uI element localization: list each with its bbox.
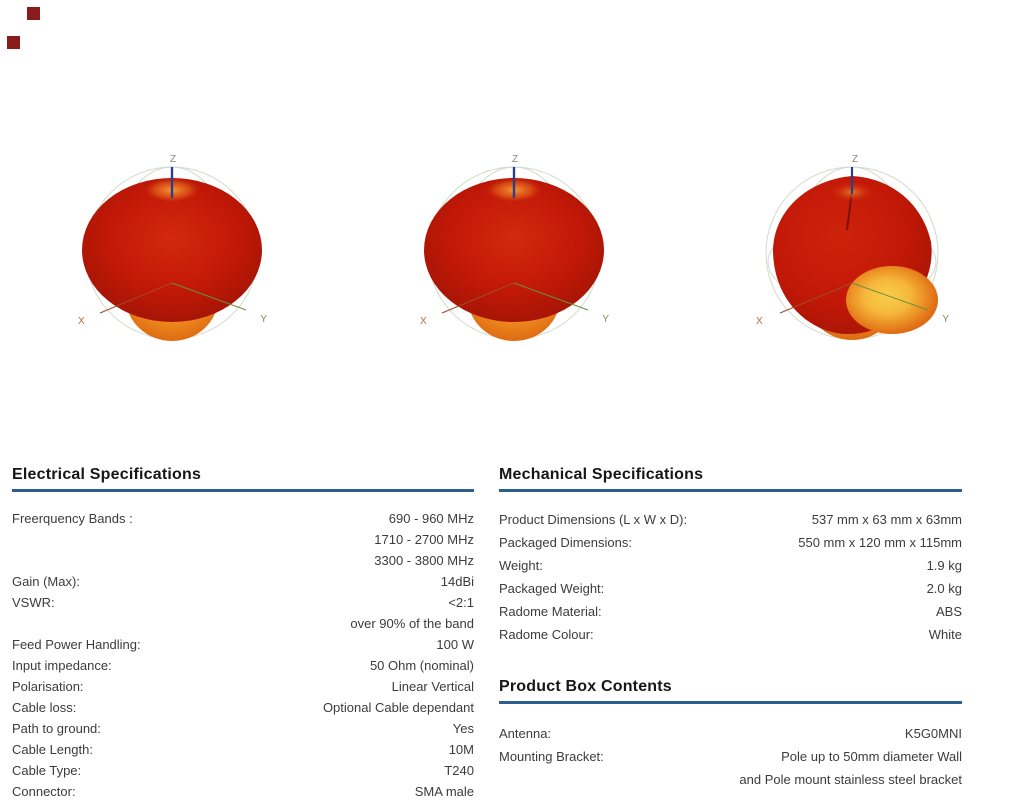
- yellow-bulge: [846, 266, 938, 334]
- spec-row: Cable loss: Optional Cable dependant: [12, 697, 474, 718]
- spec-row: Weight: 1.9 kg: [499, 554, 962, 577]
- spec-value: Optional Cable dependant: [322, 700, 474, 715]
- torus-body: [424, 178, 604, 322]
- x-axis-label: X: [420, 316, 427, 327]
- radiation-pattern-plot-2: Z X Y: [414, 150, 614, 365]
- spec-label: Connector:: [12, 784, 76, 799]
- right-column: Mechanical Specifications Product Dimens…: [499, 466, 962, 791]
- spec-value: White: [928, 627, 962, 642]
- y-axis-label: Y: [942, 314, 949, 325]
- spec-row: Gain (Max): 14dBi: [12, 571, 474, 592]
- electrical-specs-title: Electrical Specifications: [12, 466, 202, 483]
- spec-label: Cable loss:: [12, 700, 77, 715]
- spec-row: Antenna: K5G0MNI: [499, 722, 962, 745]
- electrical-specs-section: Electrical Specifications Freerquency Ba…: [12, 466, 474, 801]
- spec-row: Connector: SMA male: [12, 781, 474, 801]
- spec-value: 10M: [448, 742, 474, 757]
- radiation-pattern-plot-3: Z X Y: [752, 150, 952, 365]
- spec-row: Cable Length: 10M: [12, 739, 474, 760]
- spec-value: 2.0 kg: [926, 581, 962, 596]
- spec-value: Yes: [452, 721, 474, 736]
- spec-row: Freerquency Bands : 690 - 960 MHz 1710 - 2…: [12, 508, 474, 571]
- spec-label: Freerquency Bands :: [12, 511, 133, 526]
- spec-row: Input impedance: 50 Ohm (nominal): [12, 655, 474, 676]
- y-axis-line: [851, 282, 929, 311]
- radiation-pattern-plot-1: Z X Y: [72, 150, 272, 365]
- z-axis-label: Z: [852, 154, 858, 165]
- spec-row: Mounting Bracket: Pole up to 50mm diamete…: [499, 745, 962, 791]
- mechanical-specs-section: Mechanical Specifications Product Dimens…: [499, 466, 962, 646]
- spec-value: ABS: [935, 604, 962, 619]
- spec-row: Packaged Dimensions: 550 mm x 120 mm x 11…: [499, 531, 962, 554]
- mechanical-specs-rows: Product Dimensions (L x W x D): 537 mm x …: [499, 508, 962, 646]
- spec-value: 100 W: [436, 637, 474, 652]
- spec-value: Pole up to 50mm diameter Wall and Pole mo…: [739, 749, 962, 787]
- spec-value: 50 Ohm (nominal): [369, 658, 474, 673]
- spec-row: Polarisation: Linear Vertical: [12, 676, 474, 697]
- spec-value: 1.9 kg: [926, 558, 962, 573]
- spec-label: Packaged Dimensions:: [499, 535, 632, 550]
- spec-value: 14dBi: [440, 574, 474, 589]
- spec-label: Product Dimensions (L x W x D):: [499, 512, 688, 527]
- x-axis-label: X: [756, 316, 763, 327]
- product-box-contents-rows: Antenna: K5G0MNI Mounting Bracket: Pole up …: [499, 720, 962, 791]
- spec-label: Cable Length:: [12, 742, 93, 757]
- spec-row: Product Dimensions (L x W x D): 537 mm x …: [499, 508, 962, 531]
- mechanical-specs-title: Mechanical Specifications: [499, 466, 704, 483]
- z-axis-label: Z: [170, 154, 176, 165]
- spec-value: SMA male: [414, 784, 474, 799]
- product-box-contents-section: Product Box Contents Antenna: K5G0MNI Moun…: [499, 678, 962, 791]
- x-axis-line: [441, 282, 515, 314]
- spec-row: Cable Type: T240: [12, 760, 474, 781]
- torus-body: [82, 178, 262, 322]
- spec-row: Radome Material: ABS: [499, 600, 962, 623]
- y-axis-line: [513, 282, 589, 311]
- x-axis-line: [99, 282, 173, 314]
- product-box-contents-title: Product Box Contents: [499, 678, 672, 695]
- spec-row: VSWR: <2:1 over 90% of the band: [12, 592, 474, 634]
- y-axis-label: Y: [260, 314, 267, 325]
- section-divider: [499, 489, 962, 492]
- x-axis-label: X: [78, 316, 85, 327]
- spec-label: Cable Type:: [12, 763, 82, 778]
- spec-label: Path to ground:: [12, 721, 101, 736]
- spec-row: Feed Power Handling: 100 W: [12, 634, 474, 655]
- spec-label: Gain (Max):: [12, 574, 80, 589]
- y-axis-line: [171, 282, 247, 311]
- spec-label: VSWR:: [12, 595, 55, 610]
- spec-value: 550 mm x 120 mm x 115mm: [798, 535, 962, 550]
- section-divider: [12, 489, 474, 492]
- spec-value: K5G0MNI: [904, 726, 962, 741]
- spec-label: Packaged Weight:: [499, 581, 605, 596]
- corner-square-2: [7, 36, 20, 49]
- spec-label: Polarisation:: [12, 679, 84, 694]
- spec-label: Antenna:: [499, 726, 552, 741]
- spec-label: Mounting Bracket:: [499, 749, 604, 764]
- spec-value: T240: [444, 763, 474, 778]
- spec-label: Radome Colour:: [499, 627, 594, 642]
- electrical-specs-rows: Freerquency Bands : 690 - 960 MHz 1710 - 2…: [12, 508, 474, 801]
- spec-value: <2:1 over 90% of the band: [350, 595, 474, 631]
- spec-label: Radome Material:: [499, 604, 602, 619]
- spec-value: 537 mm x 63 mm x 63mm: [811, 512, 962, 527]
- corner-square-1: [27, 7, 40, 20]
- y-axis-label: Y: [602, 314, 609, 325]
- spec-row: Radome Colour: White: [499, 623, 962, 646]
- spec-label: Feed Power Handling:: [12, 637, 141, 652]
- spec-value: Linear Vertical: [391, 679, 474, 694]
- spec-row: Packaged Weight: 2.0 kg: [499, 577, 962, 600]
- spec-row: Path to ground: Yes: [12, 718, 474, 739]
- section-divider: [499, 701, 962, 704]
- spec-value: 690 - 960 MHz 1710 - 2700 MHz 3300 - 3800 …: [374, 511, 474, 568]
- z-axis-label: Z: [512, 154, 518, 165]
- spec-label: Input impedance:: [12, 658, 112, 673]
- x-axis-line: [779, 282, 853, 314]
- spec-label: Weight:: [499, 558, 543, 573]
